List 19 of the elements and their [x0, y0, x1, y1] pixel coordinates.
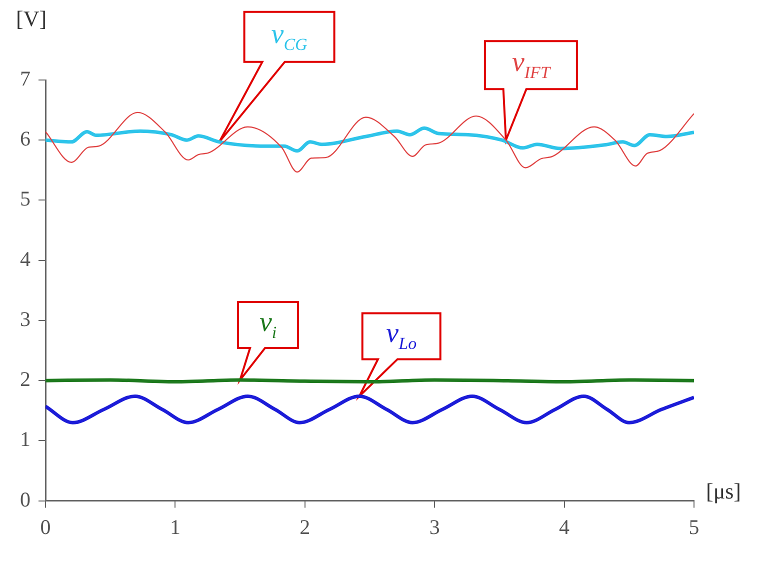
y-tick-label: 5	[20, 186, 30, 211]
line-series	[46, 394, 694, 424]
y-tick-label: 2	[20, 367, 30, 392]
y-tick-label: 7	[20, 66, 30, 91]
x-tick-label: 1	[170, 514, 180, 539]
y-axis-title: [V]	[16, 6, 47, 31]
y-tick-label: 4	[20, 246, 31, 271]
x-tick-label: 4	[559, 514, 570, 539]
y-tick-label: 0	[20, 487, 30, 512]
x-tick-label: 2	[300, 514, 310, 539]
x-tick-label: 5	[688, 514, 700, 539]
line-series	[46, 126, 694, 153]
line-series	[46, 112, 694, 173]
x-axis-title: [μs]	[706, 478, 742, 504]
x-tick-label: 0	[40, 514, 51, 539]
y-tick-label: 3	[20, 306, 30, 331]
x-tick-label: 3	[429, 514, 440, 539]
y-tick-label: 6	[20, 126, 30, 151]
y-tick-label: 1	[20, 427, 30, 452]
